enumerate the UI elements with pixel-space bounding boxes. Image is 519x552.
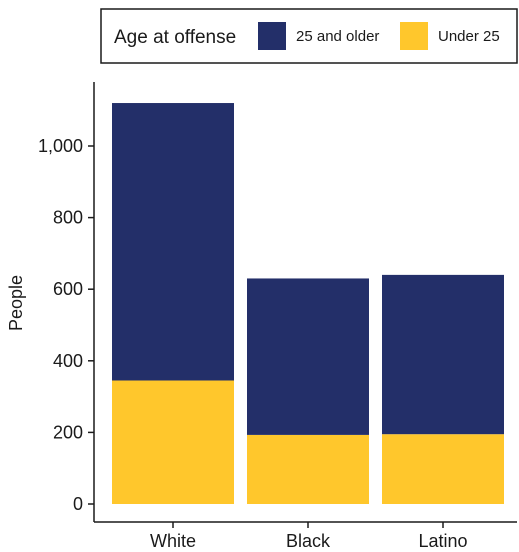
- y-tick-label-0: 0: [73, 494, 83, 514]
- bar-black-25-and-older: [247, 278, 369, 435]
- legend: Age at offense 25 and older Under 25: [100, 8, 518, 64]
- legend-title: Age at offense: [114, 27, 236, 48]
- bar-black-under-25: [247, 434, 369, 504]
- x-ticks-group: White Black Latino: [150, 522, 468, 551]
- y-tick-label-800: 800: [53, 208, 83, 228]
- y-tick-label-1000: 1,000: [38, 136, 83, 156]
- legend-swatch-under-25: [400, 22, 428, 50]
- legend-label-under-25: Under 25: [438, 28, 500, 45]
- bar-white-under-25: [112, 380, 234, 504]
- bars-group: [112, 103, 504, 504]
- x-tick-label-latino: Latino: [418, 531, 467, 551]
- y-tick-label-600: 600: [53, 279, 83, 299]
- bar-white-25-and-older: [112, 103, 234, 381]
- y-tick-label-200: 200: [53, 422, 83, 442]
- y-tick-label-400: 400: [53, 351, 83, 371]
- y-ticks-group: 0 200 400 600 800 1,000: [38, 136, 94, 514]
- legend-swatch-25-and-older: [258, 22, 286, 50]
- bar-latino-under-25: [382, 434, 504, 504]
- x-tick-label-black: Black: [286, 531, 331, 551]
- legend-label-25-and-older: 25 and older: [296, 28, 379, 45]
- y-axis-title: People: [6, 275, 26, 331]
- x-tick-label-white: White: [150, 531, 196, 551]
- bar-latino-25-and-older: [382, 274, 504, 435]
- legend-box: [100, 8, 518, 64]
